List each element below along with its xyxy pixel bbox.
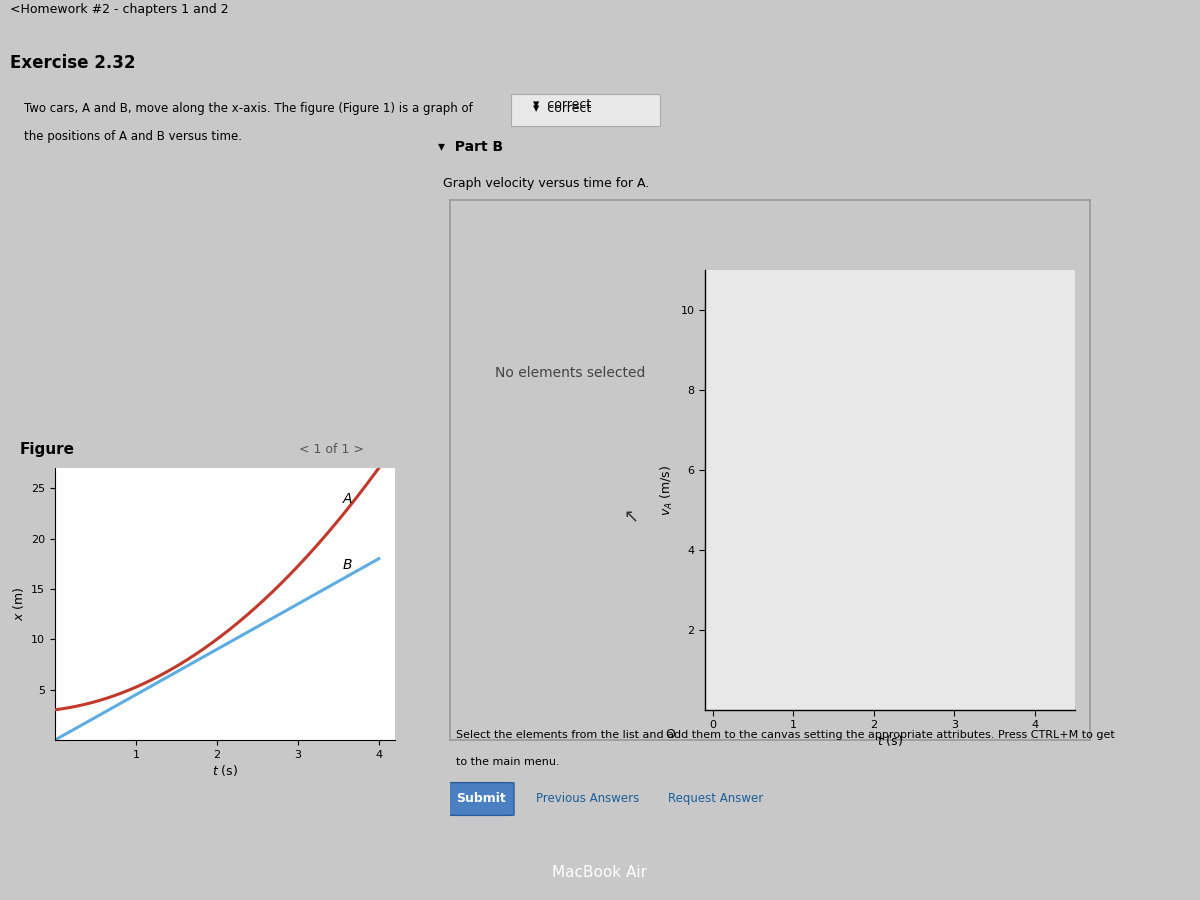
Text: ▭: ▭ [550,212,564,227]
Y-axis label: $x$ (m): $x$ (m) [11,587,25,621]
Text: ↖: ↖ [623,508,638,526]
Text: No elements selected: No elements selected [494,366,646,380]
Text: ▾  correct: ▾ correct [533,102,590,114]
X-axis label: $t$ (s): $t$ (s) [212,762,238,778]
Text: Figure: Figure [20,442,74,457]
Text: O: O [974,212,985,226]
Text: ▾  Part B: ▾ Part B [438,140,503,154]
Text: Two cars, A and B, move along the x-axis. The figure (Figure 1) is a graph of: Two cars, A and B, move along the x-axis… [24,102,473,114]
Text: Graph velocity versus time for A.: Graph velocity versus time for A. [443,177,649,191]
FancyBboxPatch shape [446,783,514,815]
FancyBboxPatch shape [511,94,660,126]
Text: ▾  correct: ▾ correct [533,98,590,112]
Text: B: B [342,558,352,572]
Text: ✱: ✱ [492,212,504,227]
X-axis label: $t$ (s): $t$ (s) [877,734,904,748]
Text: ✓: ✓ [1007,212,1019,226]
Text: < 1 of 1 >: < 1 of 1 > [299,443,364,455]
Text: Previous Answers: Previous Answers [536,792,640,805]
Text: Submit: Submit [456,792,505,805]
Text: Exercise 2.32: Exercise 2.32 [10,53,136,71]
Text: +: + [463,212,475,227]
Text: ↩: ↩ [1033,212,1045,226]
Text: Request Answer: Request Answer [667,792,763,805]
Y-axis label: $v_A$ (m/s): $v_A$ (m/s) [659,464,676,516]
Text: Select the elements from the list and add them to the canvas setting the appropr: Select the elements from the list and ad… [456,730,1115,740]
Text: ?: ? [1061,212,1068,226]
Text: ④: ④ [521,212,534,227]
Text: to the main menu.: to the main menu. [456,757,560,767]
Text: MacBook Air: MacBook Air [552,865,648,880]
Text: the positions of A and B versus time.: the positions of A and B versus time. [24,130,241,143]
Text: A: A [342,492,352,507]
Text: <Homework #2 - chapters 1 and 2: <Homework #2 - chapters 1 and 2 [10,4,228,16]
Text: O: O [666,727,676,741]
